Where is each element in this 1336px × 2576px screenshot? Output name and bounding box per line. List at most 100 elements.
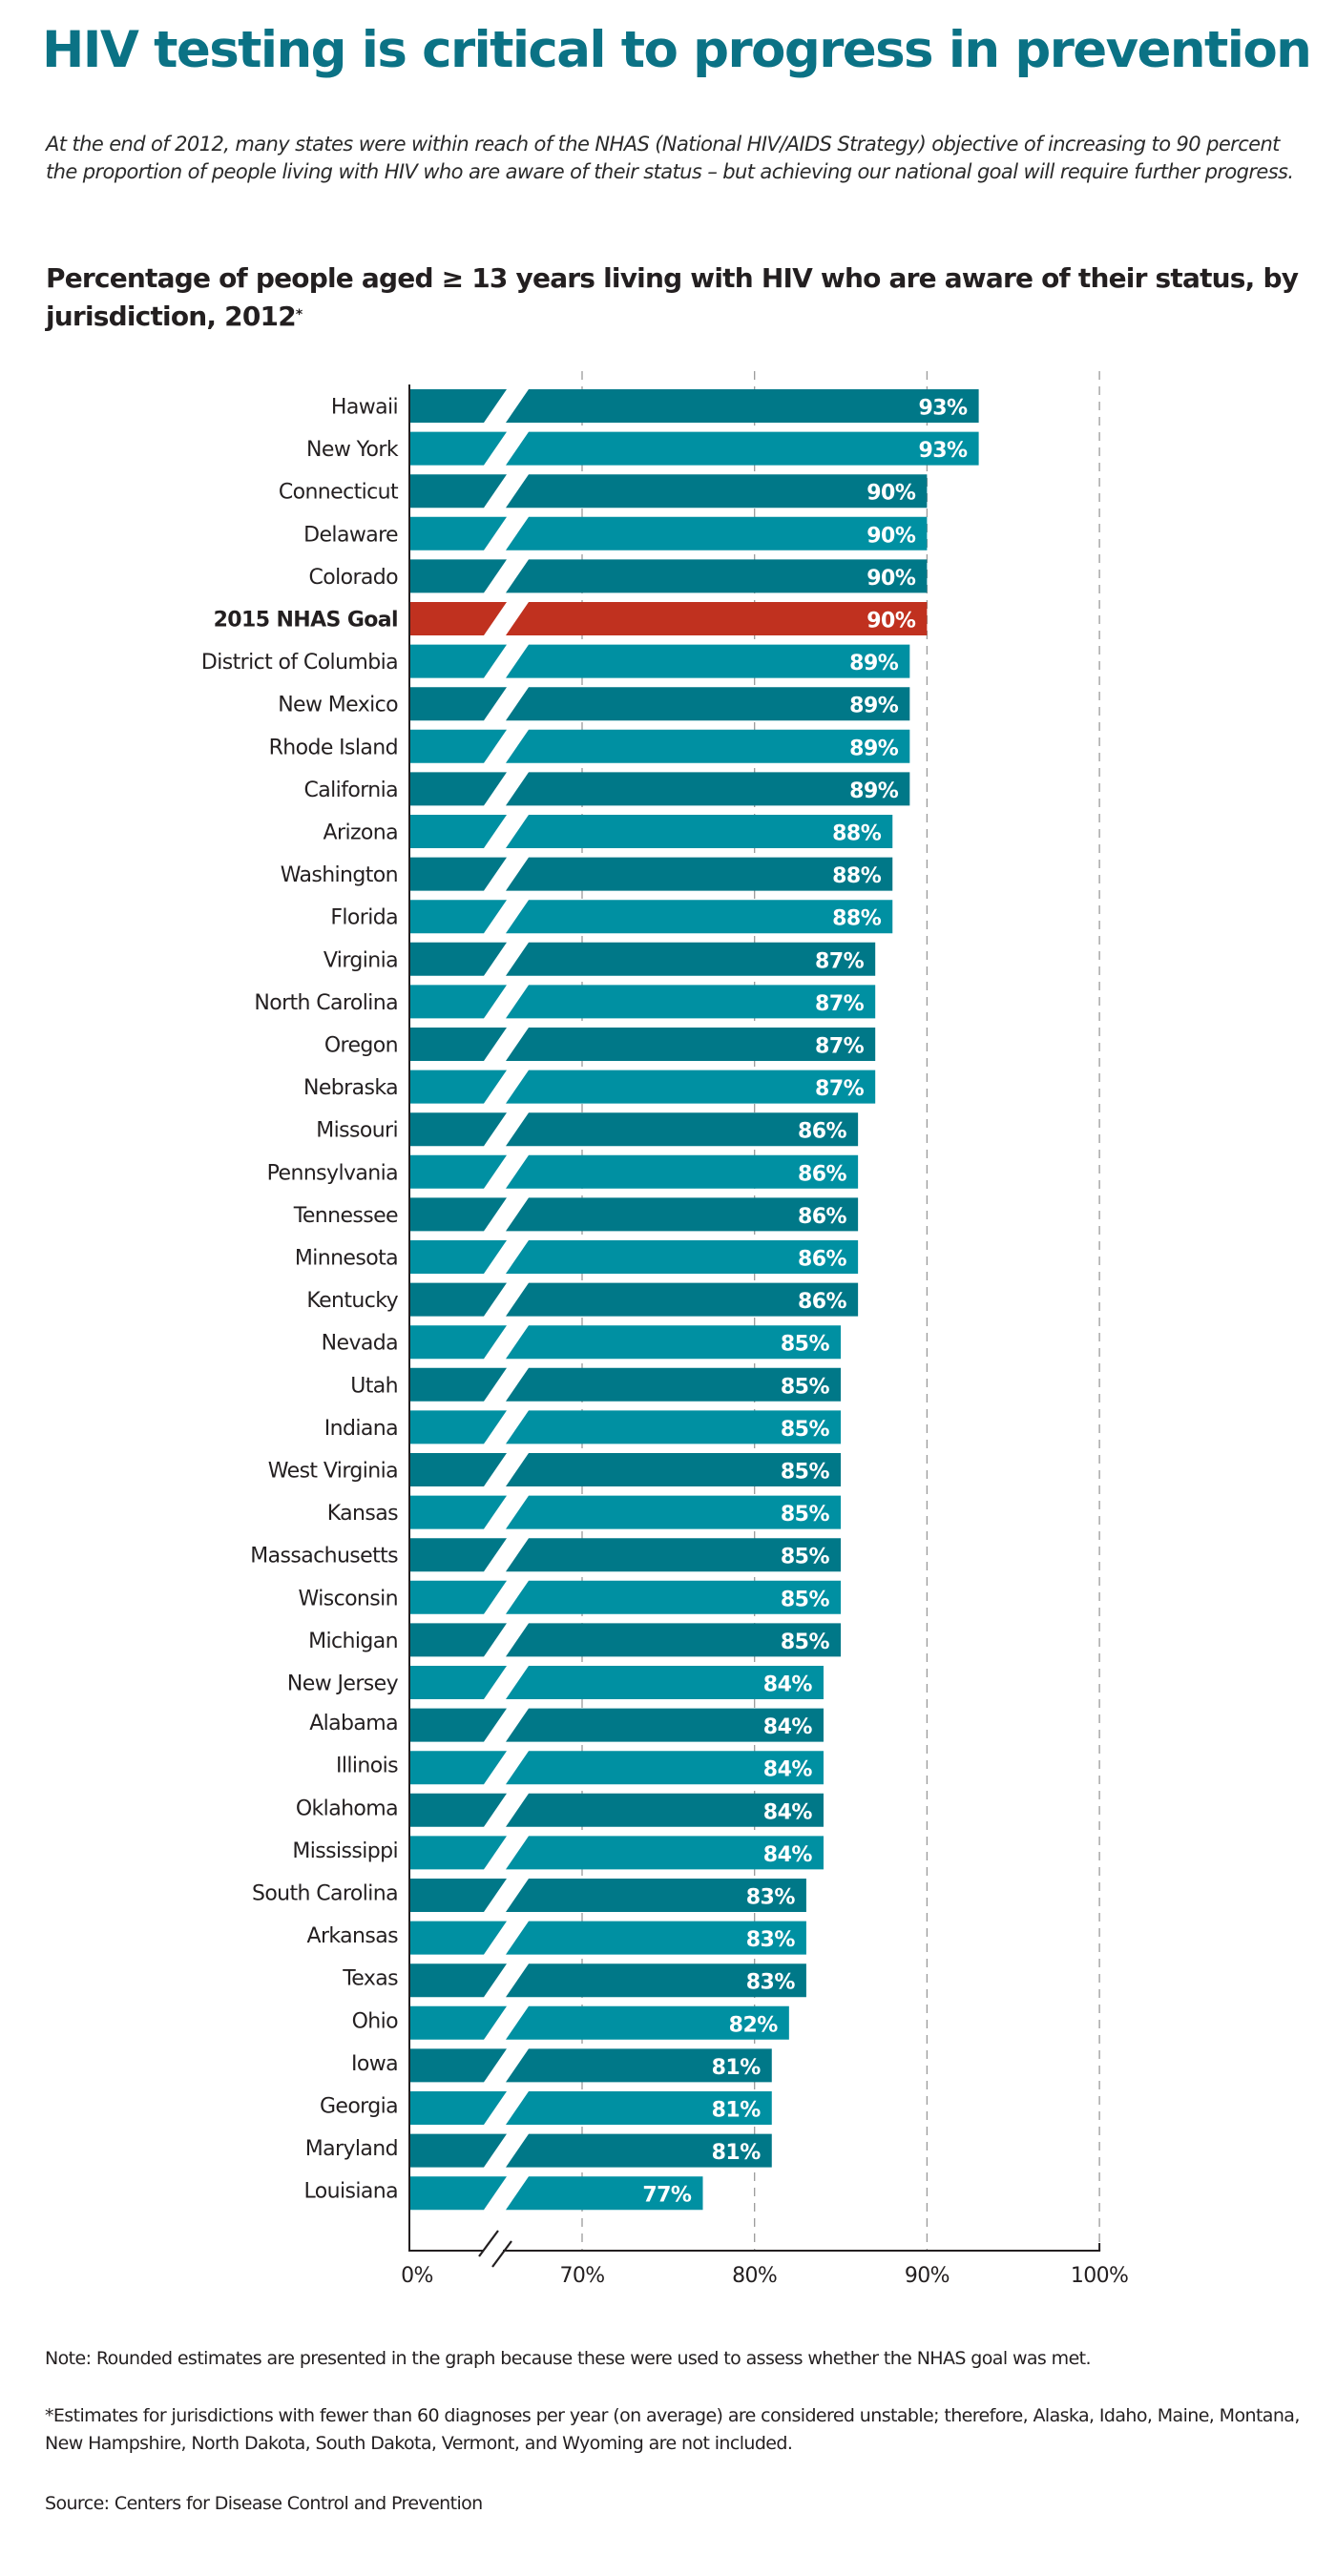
value-label: 89% [849, 737, 899, 760]
bar [409, 1282, 859, 1317]
bar-stub [409, 1197, 507, 1232]
bar-segment [506, 1070, 876, 1104]
bar-stub [409, 2091, 507, 2125]
value-labels: 93%93%90%90%90%90%89%89%89%89%88%88%88%8… [642, 397, 968, 2208]
bar-stub [409, 2133, 507, 2168]
category-label: New Jersey [287, 1672, 399, 1696]
bar [409, 1538, 842, 1572]
x-tick-label: 80% [732, 2264, 777, 2288]
category-label: Arizona [324, 821, 398, 845]
category-label: North Carolina [254, 991, 398, 1015]
bar-segment [506, 1197, 859, 1232]
category-label: Iowa [351, 2052, 398, 2076]
bar-segment [506, 1112, 859, 1147]
value-label: 88% [832, 822, 882, 846]
value-label: 93% [918, 397, 968, 421]
category-label: Michigan [308, 1630, 398, 1653]
bar-segment [506, 2005, 789, 2040]
category-label: Wisconsin [299, 1587, 398, 1610]
value-label: 83% [746, 1928, 796, 1952]
bar [409, 985, 876, 1019]
value-label: 87% [815, 949, 865, 973]
bar-stub [409, 1325, 507, 1360]
page-title: HIV testing is critical to progress in p… [42, 21, 1312, 79]
bar-stub [409, 1879, 507, 1912]
bar [409, 942, 876, 976]
bar-segment [506, 2048, 772, 2083]
chart-title: Percentage of people aged ≥ 13 years liv… [46, 260, 1305, 336]
bar [409, 1921, 806, 1955]
value-label: 84% [763, 1843, 813, 1867]
bar-segment [506, 729, 910, 763]
value-label: 84% [763, 1800, 813, 1824]
bar-segment [506, 1240, 859, 1274]
bar-segment [506, 1666, 824, 1699]
bar [409, 1028, 876, 1061]
bar-segment [506, 985, 876, 1019]
bar-stub [409, 431, 507, 466]
x-tick-label: 90% [905, 2264, 950, 2288]
bar-segment [506, 474, 928, 509]
bar [409, 1240, 859, 1274]
category-label: Nebraska [303, 1076, 398, 1100]
bar-segment [506, 1836, 824, 1870]
category-label: Delaware [303, 523, 398, 547]
x-tick-labels: 0% 70% 80% 90% 100% [401, 2264, 1129, 2288]
category-label: Maryland [305, 2137, 398, 2161]
bar [409, 2133, 772, 2168]
value-label: 84% [763, 1715, 813, 1739]
bar-stub [409, 1410, 507, 1444]
bar [409, 1197, 859, 1232]
bar-segment [506, 1453, 842, 1486]
value-label: 87% [815, 1035, 865, 1059]
bar-stub [409, 2005, 507, 2040]
category-label: Connecticut [279, 481, 399, 505]
bar [409, 729, 910, 763]
bar [409, 602, 928, 635]
value-label: 88% [832, 864, 882, 888]
category-label: Colorado [308, 566, 398, 590]
bar [409, 2005, 789, 2040]
value-label: 84% [763, 1758, 813, 1782]
intro-text: At the end of 2012, many states were wit… [46, 133, 1294, 183]
bar-segment [506, 1410, 842, 1444]
category-label: Alabama [309, 1712, 398, 1735]
value-label: 83% [746, 1971, 796, 1995]
bar [409, 559, 928, 593]
value-label: 90% [866, 524, 916, 548]
bar-segment [506, 644, 910, 678]
bar-stub [409, 516, 507, 551]
bar-stub [409, 2176, 507, 2211]
bar-segment [506, 1495, 842, 1529]
bar-segment [506, 857, 893, 891]
value-label: 87% [815, 992, 865, 1016]
bar-stub [409, 1963, 507, 1998]
bar-stub [409, 1453, 507, 1486]
category-label: Kentucky [306, 1289, 398, 1313]
bar-stub [409, 815, 507, 848]
bar [409, 1580, 842, 1614]
axis-break-mark [478, 2230, 499, 2257]
bar [409, 1666, 824, 1699]
bar-stub [409, 1112, 507, 1147]
bar-stub [409, 1154, 507, 1189]
bar-stub [409, 1666, 507, 1699]
category-label: Nevada [322, 1332, 398, 1356]
source-text: Source: Centers for Disease Control and … [45, 2493, 483, 2514]
bar [409, 1836, 824, 1870]
category-label: Texas [342, 1967, 398, 1991]
value-label: 77% [642, 2184, 692, 2208]
bar-stub [409, 1367, 507, 1402]
bar-segment [506, 687, 910, 721]
bar-segment [506, 1623, 842, 1657]
bar-segment [506, 772, 910, 806]
bar-stub [409, 1240, 507, 1274]
bar [409, 1325, 842, 1360]
value-label: 85% [781, 1333, 830, 1357]
bar [409, 1751, 824, 1785]
bar [409, 857, 893, 891]
bar [409, 1623, 842, 1657]
category-label: New Mexico [278, 694, 398, 717]
category-label: New York [306, 438, 399, 462]
